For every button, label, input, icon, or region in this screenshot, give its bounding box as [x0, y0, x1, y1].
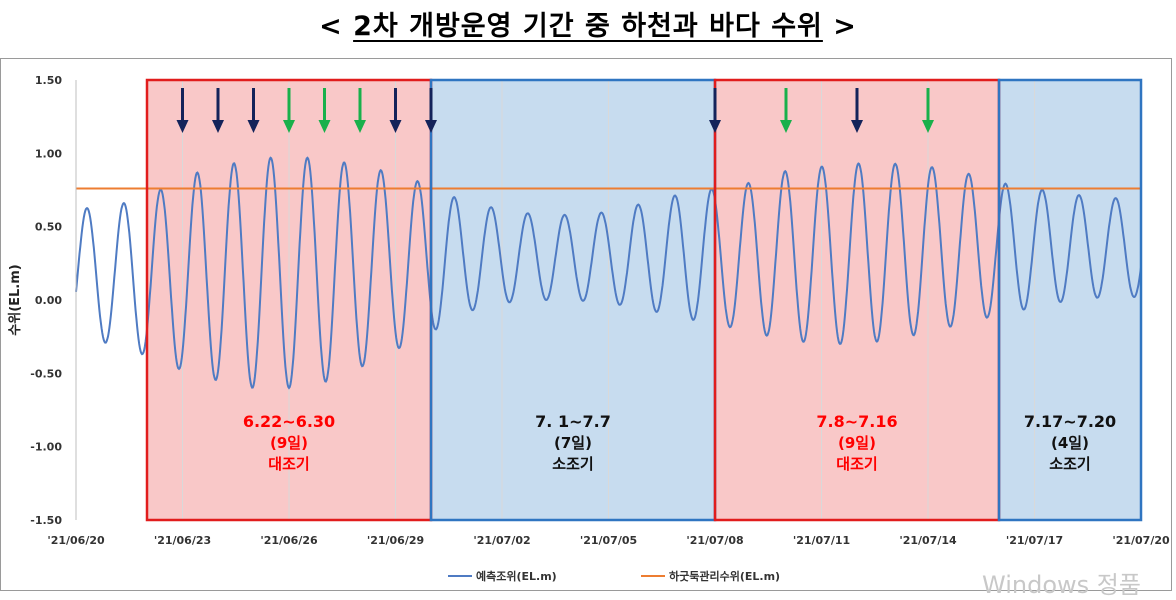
down-arrow-icon — [780, 88, 792, 133]
arrow-head — [851, 120, 863, 133]
legend: 예측조위(EL.m) 하굿둑관리수위(EL.m) — [448, 569, 780, 583]
period-type-label: 대조기 — [268, 455, 309, 473]
arrow-head — [389, 120, 402, 133]
period-type-label: 대조기 — [836, 455, 877, 473]
period-type-label: 소조기 — [552, 455, 593, 473]
down-arrow-icon — [318, 88, 331, 133]
down-arrow-icon — [283, 88, 295, 133]
period-range-label: 7. 1~7.7 — [535, 412, 611, 431]
down-arrow-icon — [354, 88, 366, 133]
down-arrow-icon — [212, 88, 224, 133]
period-days-label: (4일) — [1051, 434, 1089, 452]
x-tick-label: '21/07/08 — [686, 534, 743, 547]
title-open: < — [319, 11, 354, 42]
x-tick-label: '21/07/14 — [899, 534, 957, 547]
period-range-label: 7.17~7.20 — [1024, 412, 1116, 431]
y-tick-label: -1.00 — [30, 441, 62, 454]
title-close: > — [822, 11, 857, 42]
period-range-label: 6.22~6.30 — [243, 412, 335, 431]
x-tick-label: '21/07/11 — [793, 534, 850, 547]
tide-series-line — [75, 156, 1142, 390]
down-arrow-icon — [176, 88, 189, 133]
period-days-label: (9일) — [270, 434, 308, 452]
x-tick-label: '21/06/20 — [47, 534, 105, 547]
y-tick-label: 0.00 — [35, 294, 62, 307]
y-tick-label: 0.50 — [35, 221, 62, 234]
arrow-head — [212, 120, 224, 133]
down-arrow-icon — [425, 88, 437, 133]
x-tick-label: '21/06/29 — [367, 534, 424, 547]
period-box-3 — [715, 80, 999, 520]
legend-label: 예측조위(EL.m) — [476, 569, 557, 583]
arrow-head — [283, 120, 295, 133]
y-tick-label: 1.00 — [35, 147, 62, 160]
chart-area: 1.50 1.00 0.50 0.00 -0.50 -1.00 -1.50 수위(EL.m) '… — [0, 58, 1172, 591]
arrow-head — [780, 120, 792, 133]
y-tick-label: 1.50 — [35, 74, 62, 87]
period-range-label: 7.8~7.16 — [816, 412, 897, 431]
down-arrow-icon — [709, 88, 721, 133]
arrow-head — [247, 120, 260, 133]
down-arrow-icon — [922, 88, 934, 133]
legend-label: 하굿둑관리수위(EL.m) — [669, 569, 780, 583]
x-tick-label: '21/07/02 — [473, 534, 530, 547]
y-tick-label: -0.50 — [30, 367, 62, 380]
period-box-2 — [431, 80, 715, 520]
arrow-head — [709, 120, 721, 133]
down-arrow-icon — [389, 88, 402, 133]
x-tick-label: '21/07/17 — [1006, 534, 1063, 547]
arrow-head — [176, 120, 189, 133]
y-axis-label: 수위(EL.m) — [8, 264, 23, 335]
chart-title: < 2차 개방운영 기간 중 하천과 바다 수위 > — [0, 4, 1176, 43]
period-days-label: (9일) — [838, 434, 876, 452]
arrow-head — [354, 120, 366, 133]
windows-watermark: Windows 정품 — [982, 571, 1141, 599]
period-days-label: (7일) — [554, 434, 592, 452]
down-arrow-icon — [851, 88, 863, 133]
arrow-head — [425, 120, 437, 133]
period-type-label: 소조기 — [1049, 455, 1090, 473]
title-main: 2차 개방운영 기간 중 하천과 바다 수위 — [353, 11, 823, 42]
x-tick-label: '21/06/26 — [260, 534, 318, 547]
x-tick-label: '21/07/20 — [1112, 534, 1170, 547]
x-tick-label: '21/06/23 — [154, 534, 211, 547]
period-border-4 — [997, 78, 1143, 522]
arrow-head — [318, 120, 331, 133]
period-box-4 — [999, 80, 1141, 520]
arrow-head — [922, 120, 934, 133]
y-tick-label: -1.50 — [30, 514, 62, 527]
x-tick-label: '21/07/05 — [580, 534, 637, 547]
tide-chart: 1.50 1.00 0.50 0.00 -0.50 -1.00 -1.50 수위(EL.m) '… — [8, 74, 1170, 583]
down-arrow-icon — [247, 88, 260, 133]
